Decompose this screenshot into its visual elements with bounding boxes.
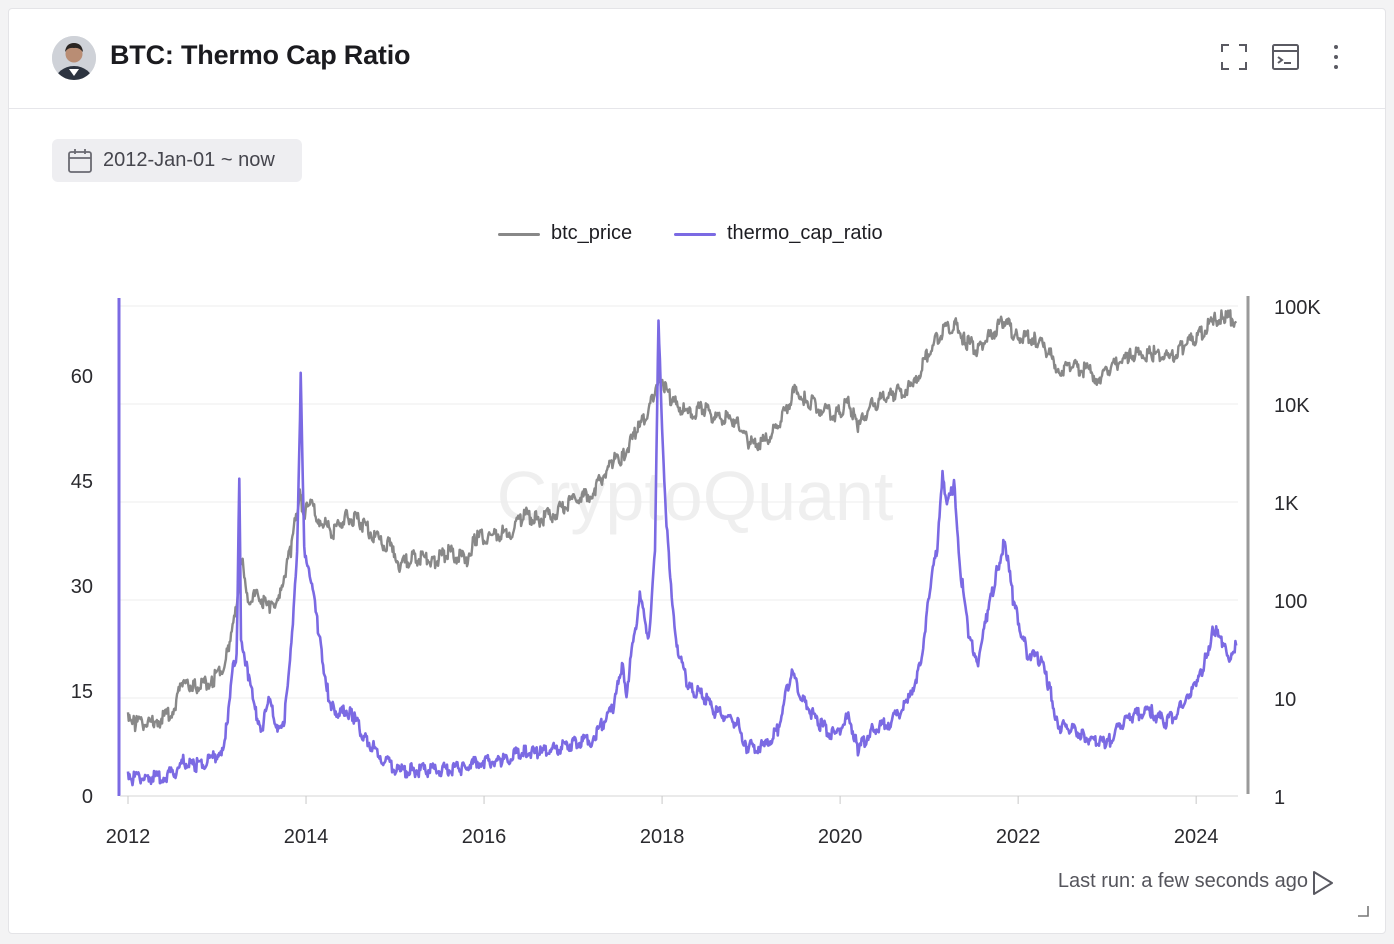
watermark-text: CryptoQuant xyxy=(497,457,894,535)
author-avatar[interactable] xyxy=(52,36,96,80)
resize-handle-icon[interactable] xyxy=(1356,904,1370,918)
x-tick-label: 2020 xyxy=(818,826,863,848)
y-right-tick-label: 100K xyxy=(1274,297,1321,319)
x-tick-label: 2012 xyxy=(106,826,151,848)
play-icon[interactable] xyxy=(1310,869,1336,897)
legend-label-thermo-cap-ratio: thermo_cap_ratio xyxy=(727,222,883,244)
chart-series xyxy=(126,309,1238,787)
calendar-icon xyxy=(67,148,93,174)
card-header: BTC: Thermo Cap Ratio xyxy=(9,9,1385,109)
series-line-thermo-cap-ratio xyxy=(126,319,1238,787)
chart-card: BTC: Thermo Cap Ratio 2012-Jan-01 ~ no xyxy=(8,8,1386,934)
series-line-btc-price xyxy=(126,309,1238,733)
y-right-tick-label: 10 xyxy=(1274,689,1296,711)
y-right-tick-label: 1K xyxy=(1274,493,1299,515)
x-tick-label: 2024 xyxy=(1174,826,1219,848)
y-left-tick-label: 45 xyxy=(71,471,93,493)
legend-swatch-thermo-cap-ratio xyxy=(674,233,716,236)
y-right-tick-label: 100 xyxy=(1274,591,1307,613)
x-tick-label: 2018 xyxy=(640,826,685,848)
chart-axes: 0 15 30 45 60 1 10 100 1K 10K 100K 2012 2014 2016 2018… xyxy=(71,296,1321,848)
last-run-text: Last run: a few seconds ago xyxy=(1057,870,1308,892)
x-tick-label: 2016 xyxy=(462,826,507,848)
x-tick-label: 2014 xyxy=(284,826,329,848)
x-tick-label: 2022 xyxy=(996,826,1041,848)
date-range-text: 2012-Jan-01 ~ now xyxy=(103,149,275,171)
y-left-tick-label: 60 xyxy=(71,366,93,388)
y-left-tick-label: 30 xyxy=(71,576,93,598)
page-title: BTC: Thermo Cap Ratio xyxy=(110,40,411,70)
legend-swatch-btc-price xyxy=(498,233,540,236)
legend-label-btc-price: btc_price xyxy=(551,222,633,244)
date-range-picker[interactable]: 2012-Jan-01 ~ now xyxy=(52,139,302,182)
more-vertical-icon[interactable] xyxy=(1321,42,1351,72)
terminal-icon[interactable] xyxy=(1271,42,1301,72)
y-right-tick-label: 10K xyxy=(1274,395,1310,417)
y-left-tick-label: 0 xyxy=(82,786,93,808)
fullscreen-icon[interactable] xyxy=(1219,42,1249,72)
y-left-tick-label: 15 xyxy=(71,681,93,703)
y-right-tick-label: 1 xyxy=(1274,787,1285,809)
